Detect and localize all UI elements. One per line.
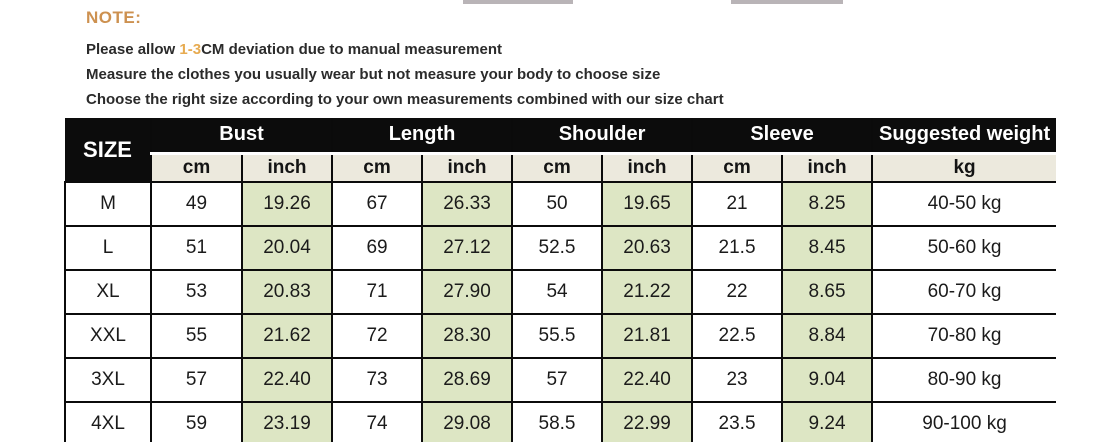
inch-value-cell: 26.33 [421,181,514,227]
inch-value-cell: 22.40 [601,357,694,403]
weight-cell: 60-70 kg [871,269,1057,315]
inch-value-cell: 22.40 [240,357,334,403]
unit-header-inch: inch [601,152,694,183]
note-line-choose: Choose the right size according to your … [86,91,724,108]
bust-group-header: Bust [149,118,334,155]
size-cell: 4XL [64,401,152,442]
size-table: SIZE Bust Length Shoulder Sleeve Suggest… [64,118,1057,442]
cropped-artifact-bar [463,0,573,4]
cm-value-cell: 55.5 [511,313,604,359]
header-row-groups: SIZE Bust Length Shoulder Sleeve Suggest… [65,118,1057,183]
length-group-header: Length [331,118,514,155]
inch-value-cell: 20.04 [240,225,334,271]
note-line-deviation: Please allow 1-3CM deviation due to manu… [86,41,502,58]
weight-cell: 80-90 kg [871,357,1057,403]
note-line1-suffix: CM deviation due to manual measurement [201,41,502,58]
cm-value-cell: 72 [331,313,424,359]
cropped-artifact-bar [731,0,843,4]
inch-value-cell: 23.19 [240,401,334,442]
inch-value-cell: 21.81 [601,313,694,359]
cm-value-cell: 23 [691,357,784,403]
cm-value-cell: 57 [150,357,243,403]
cm-value-cell: 51 [150,225,243,271]
cm-value-cell: 71 [331,269,424,315]
inch-value-cell: 8.25 [781,181,874,227]
table-row: 4XL 59 23.19 74 29.08 58.5 22.99 23.5 9.24 90-100… [64,401,1057,442]
sleeve-group-header: Sleeve [691,118,874,155]
inch-value-cell: 28.30 [421,313,514,359]
unit-header-cm: cm [511,152,604,183]
table-row: M 49 19.26 67 26.33 50 19.65 21 8.25 40-50 kg [64,181,1057,227]
size-chart-sheet: SIZE Bust Length Shoulder Sleeve Suggest… [64,118,1057,442]
note-line1-highlight: 1-3 [179,41,202,58]
inch-value-cell: 27.90 [421,269,514,315]
weight-group-header: Suggested weight [871,118,1057,155]
cm-value-cell: 53 [150,269,243,315]
cm-value-cell: 58.5 [511,401,604,442]
inch-value-cell: 27.12 [421,225,514,271]
inch-value-cell: 8.84 [781,313,874,359]
weight-cell: 40-50 kg [871,181,1057,227]
inch-value-cell: 19.26 [240,181,334,227]
cm-value-cell: 22 [691,269,784,315]
inch-value-cell: 29.08 [421,401,514,442]
size-cell: XXL [64,313,152,359]
size-cell: M [64,181,152,227]
header-row-units: cm inch cm inch cm inch cm inch kg [65,152,1057,183]
inch-value-cell: 19.65 [601,181,694,227]
unit-header-kg: kg [871,152,1057,183]
unit-header-inch: inch [421,152,514,183]
table-row: 3XL 57 22.40 73 28.69 57 22.40 23 9.04 80-90 kg [64,357,1057,403]
cm-value-cell: 22.5 [691,313,784,359]
inch-value-cell: 20.63 [601,225,694,271]
inch-value-cell: 20.83 [240,269,334,315]
inch-value-cell: 22.99 [601,401,694,442]
inch-value-cell: 21.62 [240,313,334,359]
unit-header-cm: cm [691,152,784,183]
cm-value-cell: 54 [511,269,604,315]
cm-value-cell: 52.5 [511,225,604,271]
cm-value-cell: 74 [331,401,424,442]
size-cell: 3XL [64,357,152,403]
note-title: NOTE: [86,8,142,27]
cm-value-cell: 57 [511,357,604,403]
size-column-header: SIZE [65,118,152,183]
size-table-body: M 49 19.26 67 26.33 50 19.65 21 8.25 40-50 kg L 51 2… [64,181,1057,442]
table-row: XXL 55 21.62 72 28.30 55.5 21.81 22.5 8.84 70-80 … [64,313,1057,359]
inch-value-cell: 21.22 [601,269,694,315]
cm-value-cell: 55 [150,313,243,359]
unit-header-cm: cm [150,152,243,183]
weight-cell: 70-80 kg [871,313,1057,359]
cm-value-cell: 49 [150,181,243,227]
cm-value-cell: 21.5 [691,225,784,271]
unit-header-inch: inch [781,152,874,183]
cm-value-cell: 59 [150,401,243,442]
weight-cell: 50-60 kg [871,225,1057,271]
weight-cell: 90-100 kg [871,401,1057,442]
inch-value-cell: 28.69 [421,357,514,403]
inch-value-cell: 8.45 [781,225,874,271]
shoulder-group-header: Shoulder [511,118,694,155]
inch-value-cell: 9.04 [781,357,874,403]
cm-value-cell: 23.5 [691,401,784,442]
cm-value-cell: 73 [331,357,424,403]
cm-value-cell: 67 [331,181,424,227]
size-cell: XL [64,269,152,315]
inch-value-cell: 8.65 [781,269,874,315]
note-line1-prefix: Please allow [86,41,180,58]
inch-value-cell: 9.24 [781,401,874,442]
unit-header-cm: cm [331,152,424,183]
cm-value-cell: 50 [511,181,604,227]
cm-value-cell: 21 [691,181,784,227]
note-line-measure: Measure the clothes you usually wear but… [86,66,661,83]
size-cell: L [64,225,152,271]
table-row: XL 53 20.83 71 27.90 54 21.22 22 8.65 60-70 kg [64,269,1057,315]
unit-header-inch: inch [240,152,334,183]
table-row: L 51 20.04 69 27.12 52.5 20.63 21.5 8.45 50-60 kg [64,225,1057,271]
cm-value-cell: 69 [331,225,424,271]
